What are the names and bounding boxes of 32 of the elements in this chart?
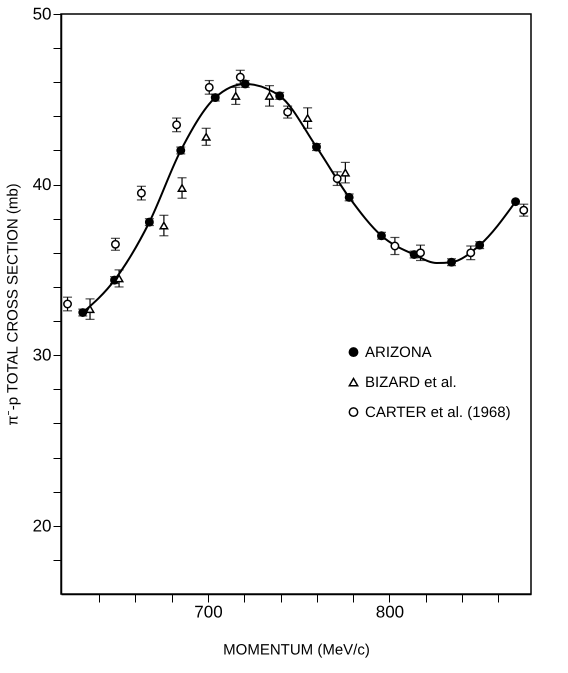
- point: [159, 222, 168, 230]
- point: [390, 242, 400, 250]
- point: [172, 120, 182, 130]
- point: [519, 206, 528, 215]
- point: [236, 72, 245, 82]
- point: [340, 168, 350, 177]
- y-axis-title: π⁻-p TOTAL CROSS SECTION (mb): [4, 183, 22, 426]
- y-tick-label: 20: [32, 516, 52, 536]
- point: [332, 174, 342, 184]
- point: [511, 197, 520, 206]
- point: [63, 300, 72, 308]
- point: [204, 82, 214, 92]
- point: [283, 108, 292, 117]
- point: [178, 184, 186, 192]
- legend-label: ARIZONA: [365, 344, 432, 362]
- x-tick-label: 700: [194, 602, 223, 622]
- y-tick-label: 50: [32, 4, 52, 24]
- x-tick-label: 800: [376, 602, 404, 622]
- x-axis-title: MOMENTUM (MeV/c): [223, 642, 370, 658]
- legend-label: BIZARD et al.: [365, 374, 457, 392]
- point: [110, 240, 120, 249]
- y-tick-label: 30: [32, 346, 52, 365]
- point: [202, 132, 211, 141]
- legend-label: CARTER et al. (1968): [365, 404, 511, 422]
- point: [265, 92, 274, 100]
- point: [416, 248, 425, 258]
- point: [466, 248, 476, 258]
- point: [86, 305, 94, 314]
- point: [231, 92, 240, 100]
- y-tick-label: 40: [32, 175, 52, 194]
- point: [303, 114, 312, 122]
- point: [136, 188, 146, 198]
